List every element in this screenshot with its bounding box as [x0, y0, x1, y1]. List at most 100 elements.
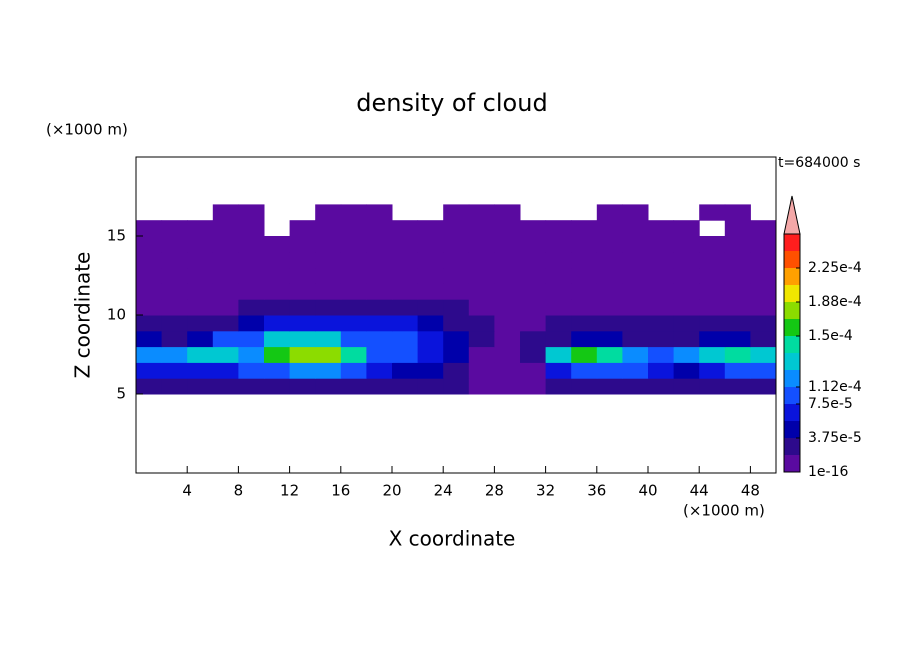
contour-cell	[289, 315, 316, 332]
contour-cell	[238, 346, 265, 363]
contour-cell	[724, 204, 751, 221]
x-tick-label: 44	[690, 482, 709, 500]
colorbar-tick-label: 1.88e-4	[808, 294, 862, 310]
contour-cell	[673, 220, 700, 237]
contour-cell	[699, 346, 726, 363]
contour-cell	[443, 251, 470, 269]
contour-cell	[187, 283, 214, 300]
contour-cell	[545, 251, 572, 269]
contour-cell	[673, 362, 700, 379]
contour-cell	[136, 362, 163, 379]
colorbar-band	[784, 455, 800, 472]
contour-cell	[136, 220, 163, 237]
contour-cell	[596, 362, 623, 379]
contour-cell	[494, 267, 521, 284]
contour-cell	[289, 251, 316, 269]
contour-cell	[289, 299, 316, 316]
contour-cell	[187, 220, 214, 237]
contour-cell	[494, 204, 521, 221]
contour-cell	[520, 267, 547, 284]
contour-cell	[648, 346, 675, 363]
contour-cell	[443, 315, 470, 332]
contour-cell	[315, 204, 342, 221]
contour-cell	[238, 267, 265, 284]
contour-cell	[161, 220, 188, 237]
contour-cell	[468, 315, 495, 332]
colorbar-band	[784, 268, 800, 285]
contour-cell	[622, 315, 649, 332]
contour-cell	[545, 378, 572, 395]
contour-cell	[468, 267, 495, 284]
contour-cell	[468, 362, 495, 379]
contour-cell	[289, 346, 316, 363]
x-tick-label: 32	[536, 482, 555, 500]
contour-cell	[699, 362, 726, 379]
contour-cell	[417, 251, 444, 269]
contour-cell	[520, 299, 547, 316]
contour-cell	[596, 346, 623, 363]
x-tick-label: 4	[182, 482, 192, 500]
contour-cell	[264, 362, 291, 379]
contour-cell	[392, 220, 419, 237]
x-tick-label: 36	[587, 482, 606, 500]
contour-cell	[366, 220, 393, 237]
contour-cell	[366, 330, 393, 348]
x-tick-label: 20	[382, 482, 401, 500]
contour-cell	[520, 346, 547, 363]
contour-cell	[596, 299, 623, 316]
contour-cell	[699, 283, 726, 300]
contour-cell	[289, 267, 316, 284]
colorbar-band	[784, 353, 800, 370]
contour-cell	[750, 267, 777, 284]
contour-cell	[750, 299, 777, 316]
colorbar-tick-label: 7.5e-5	[808, 396, 853, 412]
contour-cell	[366, 315, 393, 332]
contour-cell	[571, 378, 598, 395]
contour-cell	[443, 220, 470, 237]
colorbar-band	[784, 319, 800, 336]
contour-cell	[750, 236, 777, 253]
contour-cell	[315, 299, 342, 316]
contour-cell	[648, 236, 675, 253]
colorbar-band	[784, 404, 800, 421]
contour-cell	[340, 315, 367, 332]
contour-cell	[673, 299, 700, 316]
contour-cell	[417, 299, 444, 316]
contour-cell	[673, 251, 700, 269]
contour-cell	[571, 251, 598, 269]
contour-cell	[264, 346, 291, 363]
contour-cell	[340, 267, 367, 284]
contour-cell	[443, 204, 470, 221]
contour-cell	[161, 315, 188, 332]
contour-cell	[212, 315, 239, 332]
contour-cell	[212, 220, 239, 237]
contour-cell	[622, 299, 649, 316]
contour-cell	[417, 362, 444, 379]
contour-cell	[340, 346, 367, 363]
contour-cell	[520, 236, 547, 253]
contour-cell	[161, 378, 188, 395]
contour-cell	[136, 267, 163, 284]
contour-cell	[596, 267, 623, 284]
contour-cell	[699, 378, 726, 395]
contour-cell	[212, 251, 239, 269]
contour-cell	[545, 362, 572, 379]
colorbar-band	[784, 387, 800, 404]
contour-cell	[494, 220, 521, 237]
contour-cell	[340, 283, 367, 300]
contour-cell	[392, 315, 419, 332]
contour-cell	[520, 330, 547, 348]
colorbar-band	[784, 234, 800, 251]
contour-cell	[673, 236, 700, 253]
contour-cell	[392, 299, 419, 316]
contour-cell	[648, 251, 675, 269]
contour-cell	[366, 346, 393, 363]
contour-cell	[622, 283, 649, 300]
contour-cell	[494, 330, 521, 348]
contour-cell	[494, 315, 521, 332]
contour-cell	[264, 299, 291, 316]
colorbar-band	[784, 336, 800, 353]
contour-cell	[161, 236, 188, 253]
contour-cell	[520, 251, 547, 269]
